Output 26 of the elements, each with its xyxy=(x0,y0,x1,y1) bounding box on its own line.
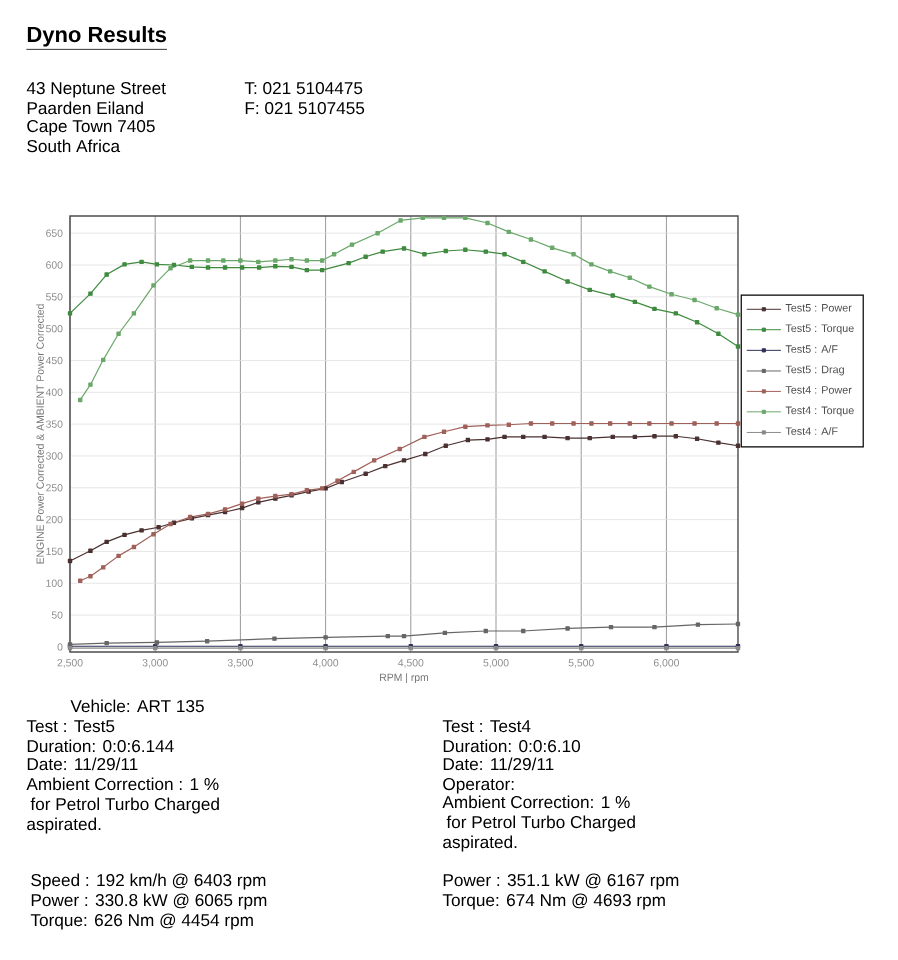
text: Torque: 674 Nm @ 4693 rpm xyxy=(442,893,665,910)
text: Ambient Correction : 1 % xyxy=(26,777,219,791)
text: Duration: 0:0:6.144 xyxy=(27,739,174,753)
text: Power : 330.8 kW @ 6065 rpm xyxy=(31,893,267,910)
text: for Petrol Turbo Charged xyxy=(446,815,635,832)
text: aspirated. xyxy=(443,835,517,852)
text: for Petrol Turbo Charged xyxy=(30,797,219,814)
text: T: 021 5104475 xyxy=(244,81,363,95)
text: Speed : 192 km/h @ 6403 rpm xyxy=(31,873,266,890)
text: Vehicle: ART 135 xyxy=(70,699,204,713)
text: Date: 11/29/11 xyxy=(27,757,138,771)
text: Date: 11/29/11 xyxy=(443,757,554,771)
text: Operator: xyxy=(443,777,514,794)
text: F: 021 5107455 xyxy=(245,101,365,115)
text: Ambient Correction: 1 % xyxy=(442,795,630,809)
text: Test : Test5 xyxy=(26,720,115,733)
text: Duration: 0:0:6.10 xyxy=(443,739,581,753)
text: Cape Town 7405 xyxy=(27,119,155,136)
text: Paarden Eiland xyxy=(27,101,143,115)
chart-title: Dyno Results xyxy=(27,26,167,47)
text: Torque: 626 Nm @ 4454 rpm xyxy=(30,913,253,930)
text: aspirated. xyxy=(27,817,101,834)
text: Power : 351.1 kW @ 6167 rpm xyxy=(443,873,679,890)
text: 43 Neptune Street xyxy=(26,81,166,98)
text: South Africa xyxy=(27,139,121,153)
text: Test : Test4 xyxy=(442,720,531,733)
